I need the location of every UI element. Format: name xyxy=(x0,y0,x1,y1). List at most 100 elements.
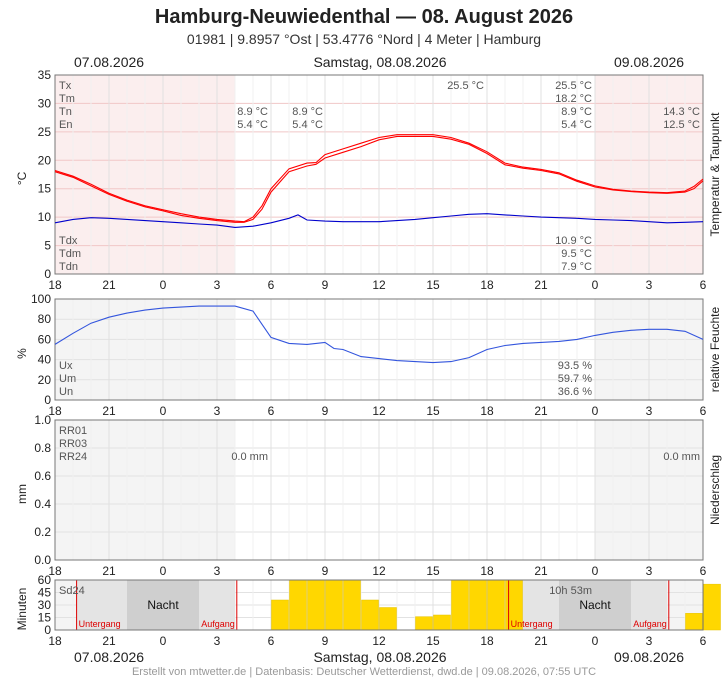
y-tick-label: 80 xyxy=(38,312,52,326)
y-tick-label: 40 xyxy=(38,353,52,367)
sunshine-bar xyxy=(325,579,343,631)
sunshine-bar xyxy=(361,599,379,631)
y-axis-label: mm xyxy=(15,484,29,504)
x-tick-label: 0 xyxy=(592,634,599,648)
x-tick-label: 6 xyxy=(268,278,275,292)
plot-frame xyxy=(54,298,704,401)
sunshine-bar xyxy=(469,579,487,631)
x-tick-label: 18 xyxy=(480,404,494,418)
y-tick-label: 25 xyxy=(38,125,52,139)
y-tick-label: 0.6 xyxy=(34,469,51,483)
y-tick-label: 30 xyxy=(38,96,52,110)
x-tick-label: 18 xyxy=(48,404,62,418)
x-tick-label: 18 xyxy=(48,278,62,292)
x-tick-label: 12 xyxy=(372,564,386,578)
stat-label: En xyxy=(59,119,72,131)
y-tick-label: 15 xyxy=(38,611,52,625)
sunshine-bar xyxy=(685,613,703,631)
stat-value-mid: 8.9 °C xyxy=(292,106,323,118)
y-tick-label: 0.8 xyxy=(34,441,51,455)
x-tick-label: 15 xyxy=(426,278,440,292)
x-tick-label: 3 xyxy=(646,564,653,578)
x-tick-label: 0 xyxy=(592,278,599,292)
date-center-bottom: Samstag, 08.08.2026 xyxy=(313,649,447,665)
stat-label: Tdm xyxy=(59,248,81,260)
y-tick-label: 0.2 xyxy=(34,525,51,539)
x-tick-label: 9 xyxy=(322,278,329,292)
date-center: Samstag, 08.08.2026 xyxy=(313,54,447,70)
y-tick-label: 15 xyxy=(38,182,52,196)
x-tick-label: 6 xyxy=(268,564,275,578)
stat-label: Tx xyxy=(59,80,72,92)
x-tick-label: 21 xyxy=(534,564,548,578)
stat-value: 59.7 % xyxy=(558,373,592,385)
sunshine-bar xyxy=(433,614,451,631)
stat-label: RR01 xyxy=(59,425,87,437)
x-tick-label: 15 xyxy=(426,564,440,578)
stat-label: Un xyxy=(59,386,73,398)
stat-value-prev: 5.4 °C xyxy=(237,119,268,131)
x-tick-label: 15 xyxy=(426,634,440,648)
chart-title: Hamburg-Neuwiedenthal — 08. August 2026 xyxy=(154,6,574,28)
y-tick-label: 20 xyxy=(38,373,52,387)
stat-value-next: 14.3 °C xyxy=(663,106,700,118)
stat-value: 10.9 °C xyxy=(555,235,592,247)
y-tick-label: 0 xyxy=(44,267,51,281)
x-tick-label: 6 xyxy=(268,404,275,418)
x-tick-label: 21 xyxy=(534,634,548,648)
x-tick-label: 21 xyxy=(534,404,548,418)
y-tick-label: 35 xyxy=(38,68,52,82)
sunshine-bar xyxy=(289,579,307,631)
side-axis-label: Niederschlag xyxy=(708,455,722,525)
x-tick-label: 3 xyxy=(214,278,221,292)
night-band xyxy=(199,580,235,630)
stat-label: Tm xyxy=(59,93,75,105)
x-tick-label: 6 xyxy=(700,564,707,578)
y-tick-label: 60 xyxy=(38,573,52,587)
y-tick-label: 1.0 xyxy=(34,413,51,427)
night-band xyxy=(559,580,631,630)
x-tick-label: 3 xyxy=(646,404,653,418)
x-tick-label: 0 xyxy=(160,564,167,578)
date-right: 09.08.2026 xyxy=(614,54,685,70)
series-line-0-1 xyxy=(54,135,704,223)
x-tick-label: 21 xyxy=(102,404,116,418)
x-tick-label: 21 xyxy=(102,564,116,578)
y-tick-label: 0 xyxy=(44,623,51,637)
x-tick-label: 9 xyxy=(322,404,329,418)
x-tick-label: 12 xyxy=(372,278,386,292)
x-tick-label: 9 xyxy=(322,564,329,578)
night-label: Nacht xyxy=(579,598,611,612)
sunset-label: Untergang xyxy=(511,619,553,629)
y-tick-label: 10 xyxy=(38,210,52,224)
stat-label: Tdn xyxy=(59,261,78,273)
stat-value: 8.9 °C xyxy=(561,106,592,118)
stat-value: 25.5 °C xyxy=(555,80,592,92)
stat-value: 93.5 % xyxy=(558,360,592,372)
stat-value: 9.5 °C xyxy=(561,248,592,260)
sunshine-bar xyxy=(487,579,505,631)
x-tick-label: 0 xyxy=(160,634,167,648)
series-line-0-0 xyxy=(54,134,704,223)
sunshine-bar xyxy=(415,616,433,631)
x-tick-label: 18 xyxy=(48,564,62,578)
stat-value: 7.9 °C xyxy=(561,261,592,273)
sd24-label: Sd24 xyxy=(59,585,85,597)
y-tick-label: 0.4 xyxy=(34,497,51,511)
y-axis-label: % xyxy=(15,348,29,359)
series-line-0-2 xyxy=(54,213,704,228)
x-tick-label: 12 xyxy=(372,634,386,648)
x-tick-label: 3 xyxy=(214,404,221,418)
side-axis-label: relative Feuchte xyxy=(708,306,722,392)
stat-label: Um xyxy=(59,373,76,385)
y-tick-label: 0.0 xyxy=(34,553,51,567)
y-tick-label: 0 xyxy=(44,393,51,407)
x-tick-label: 21 xyxy=(102,634,116,648)
x-tick-label: 3 xyxy=(646,278,653,292)
x-tick-label: 6 xyxy=(700,278,707,292)
stat-value: 36.6 % xyxy=(558,386,592,398)
date-left-bottom: 07.08.2026 xyxy=(74,649,145,665)
x-tick-label: 0 xyxy=(160,278,167,292)
x-tick-label: 18 xyxy=(480,564,494,578)
x-tick-label: 6 xyxy=(700,404,707,418)
